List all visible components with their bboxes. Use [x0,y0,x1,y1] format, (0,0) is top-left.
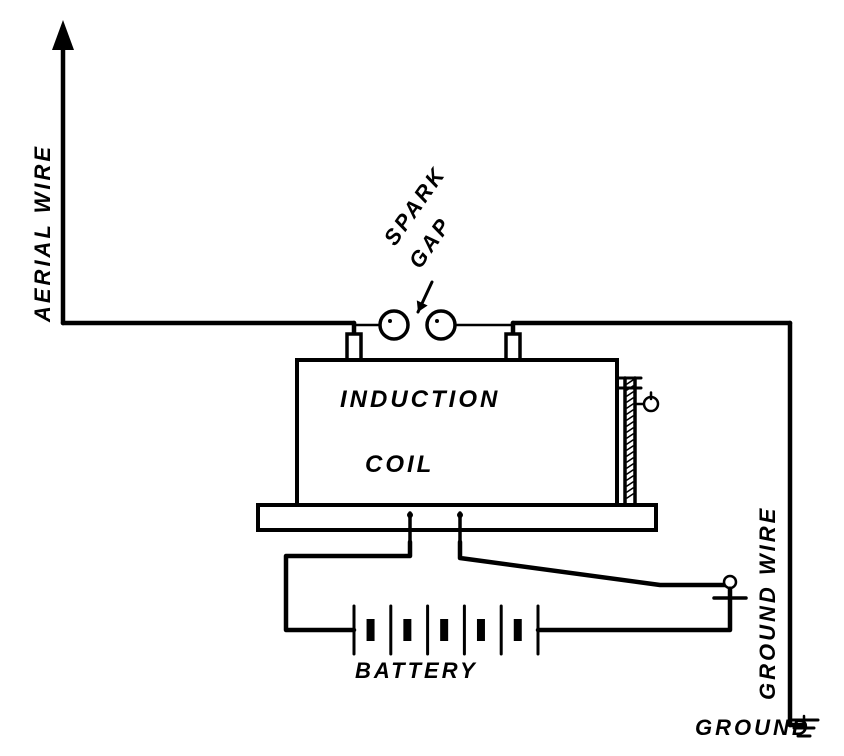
label-battery: BATTERY [355,658,478,683]
label-ground: GROUND [695,715,811,740]
aerial-arrowhead [52,20,74,50]
label-ground-wire: GROUND WIRE [755,506,780,700]
label-induction: INDUCTION [340,386,500,413]
label-coil: COIL [365,451,434,478]
label-aerial-wire: AERIAL WIRE [30,144,55,323]
